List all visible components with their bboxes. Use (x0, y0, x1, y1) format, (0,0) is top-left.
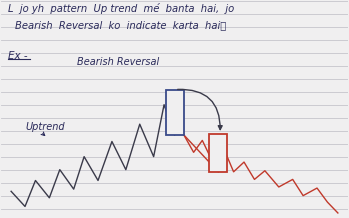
Bar (209, 134, 227, 172)
Text: L  jo yh  pattern  Up trend  mé  banta  hai,  jo: L jo yh pattern Up trend mé banta hai, … (8, 3, 234, 14)
Text: Ex -: Ex - (8, 51, 27, 61)
Bar (166, 90, 184, 135)
Text: Bearish  Reversal  ko  indicate  karta  hai।: Bearish Reversal ko indicate karta hai। (15, 20, 226, 30)
Text: Uptrend: Uptrend (25, 122, 65, 132)
FancyArrowPatch shape (178, 89, 222, 129)
Text: Bearish Reversal: Bearish Reversal (77, 57, 159, 67)
